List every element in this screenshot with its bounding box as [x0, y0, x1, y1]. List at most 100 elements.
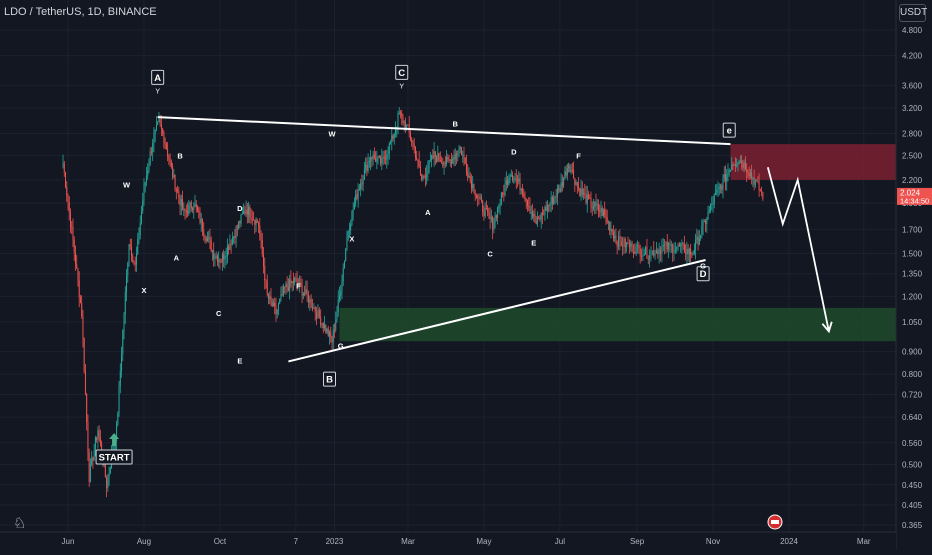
- candle-body: [332, 329, 334, 343]
- candle-body: [463, 154, 465, 158]
- candle-body: [363, 169, 365, 180]
- candle-body: [702, 221, 704, 227]
- candle-body: [565, 171, 567, 176]
- candle-body: [524, 196, 526, 200]
- candle-body: [610, 228, 612, 231]
- candle-body: [224, 256, 226, 260]
- candle-body: [467, 172, 469, 178]
- candle-body: [160, 124, 162, 129]
- price-tick-label: 0.720: [902, 390, 923, 399]
- wave-label: A: [425, 208, 431, 217]
- candle-body: [711, 203, 713, 205]
- candle-body: [221, 254, 223, 263]
- candle-body: [78, 280, 80, 298]
- candle-body: [749, 172, 751, 177]
- candle-body: [508, 178, 510, 185]
- candle-body: [666, 242, 668, 250]
- candle-body: [324, 324, 326, 329]
- candle-body: [460, 146, 462, 156]
- candle-body: [548, 204, 550, 206]
- candle-body: [571, 170, 573, 172]
- candle-body: [494, 215, 496, 223]
- candle-body: [488, 211, 490, 216]
- candle-body: [353, 203, 355, 210]
- candle-body: [107, 477, 109, 488]
- candle-body: [183, 208, 185, 210]
- candle-body: [672, 244, 674, 253]
- candle-body: [292, 281, 294, 284]
- candle-body: [72, 227, 74, 241]
- candle-body: [162, 128, 164, 134]
- candle-body: [523, 193, 525, 197]
- candle-body: [464, 157, 466, 164]
- candle-body: [680, 244, 682, 247]
- candle-body: [132, 256, 134, 262]
- candle-body: [584, 192, 586, 194]
- candle-body: [619, 236, 621, 241]
- candle-body: [531, 212, 533, 217]
- candle-body: [347, 231, 349, 239]
- candle-body: [685, 252, 687, 255]
- candle-body: [309, 298, 311, 303]
- countdown-label: 14:34:50: [900, 196, 929, 205]
- candle-body: [692, 253, 694, 255]
- candle-body: [653, 250, 655, 256]
- candle-body: [367, 161, 369, 171]
- candle-body: [116, 424, 118, 442]
- candle-body: [620, 240, 622, 246]
- resistance-zone: [730, 144, 896, 180]
- candle-body: [285, 283, 287, 287]
- candle-body: [297, 284, 299, 287]
- candle-body: [299, 282, 301, 287]
- candle-body: [489, 215, 491, 220]
- candle-body: [514, 178, 516, 180]
- candle-body: [414, 147, 416, 158]
- candle-body: [737, 163, 739, 165]
- candle-body: [438, 153, 440, 160]
- price-tick-label: 0.640: [902, 413, 923, 422]
- candle-body: [211, 250, 213, 252]
- candle-body: [417, 159, 419, 161]
- candle-body: [716, 189, 718, 194]
- candle-body: [234, 236, 236, 239]
- candle-body: [710, 204, 712, 211]
- candle-body: [546, 204, 548, 211]
- candle-body: [530, 212, 532, 214]
- candle-body: [390, 142, 392, 144]
- candle-body: [676, 247, 678, 250]
- candle-body: [325, 324, 327, 333]
- candle-body: [604, 209, 606, 215]
- candle-body: [174, 174, 176, 190]
- candle-body: [155, 125, 157, 130]
- candle-body: [269, 296, 271, 299]
- candle-body: [433, 151, 435, 159]
- candle-body: [585, 193, 587, 204]
- candle-body: [314, 307, 316, 313]
- candle-body: [254, 219, 256, 225]
- candle-body: [214, 257, 216, 259]
- candle-body: [615, 235, 617, 242]
- candle-body: [83, 338, 85, 372]
- candle-body: [225, 255, 227, 257]
- currency-badge[interactable]: USDT: [899, 4, 927, 22]
- candle-body: [674, 249, 676, 252]
- candle-body: [515, 178, 517, 180]
- candle-body: [316, 312, 318, 319]
- candle-body: [175, 189, 177, 191]
- price-tick-label: 2.800: [902, 130, 923, 139]
- candle-body: [618, 236, 620, 247]
- price-tick-label: 0.405: [902, 501, 923, 510]
- candle-body: [731, 164, 733, 171]
- candle-body: [251, 219, 253, 221]
- candle-body: [649, 256, 651, 260]
- candle-body: [638, 245, 640, 249]
- candle-body: [512, 175, 514, 181]
- candle-body: [201, 219, 203, 230]
- wave-label: B: [453, 120, 459, 129]
- tradingview-logo-icon: ♘: [13, 515, 26, 532]
- candle-body: [477, 196, 479, 198]
- candle-body: [469, 176, 471, 181]
- candle-body: [544, 206, 546, 215]
